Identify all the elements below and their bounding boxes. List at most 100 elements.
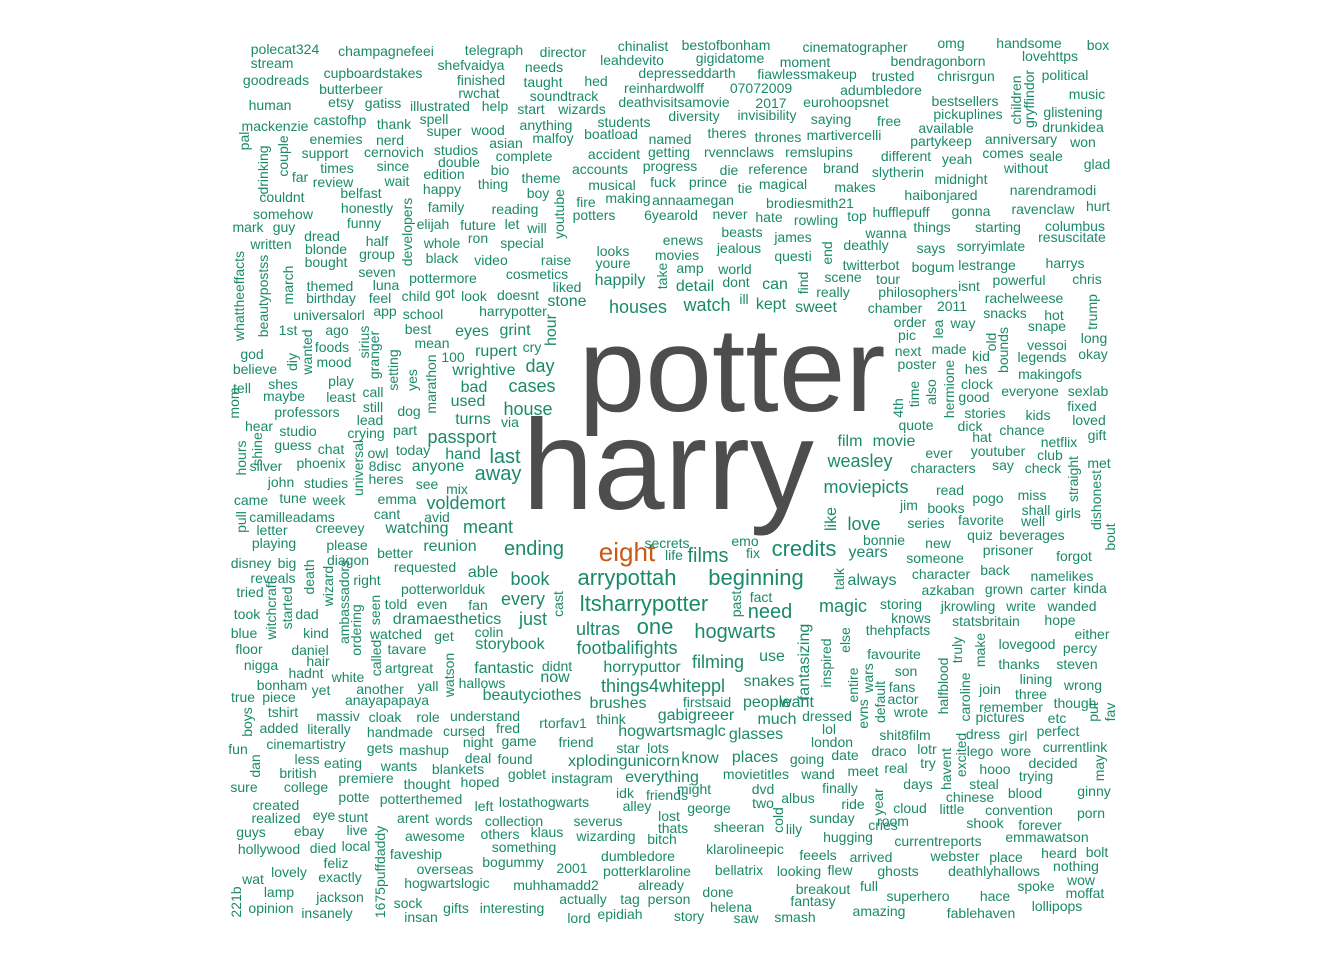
- word-though: though: [1053, 695, 1097, 711]
- word-potter: potter: [578, 303, 886, 437]
- word-less: less: [294, 751, 320, 767]
- word-happily: happily: [594, 272, 646, 289]
- word-asian: asian: [489, 135, 523, 151]
- word-hermione: hermione: [941, 359, 957, 419]
- word-help: help: [481, 98, 509, 114]
- word-collection: collection: [484, 813, 544, 829]
- word-child: child: [401, 288, 431, 304]
- word-sunday: sunday: [809, 810, 855, 826]
- word-check: check: [1024, 460, 1062, 476]
- word-deathlyhallows: deathlyhallows: [948, 863, 1040, 879]
- word-mashup: mashup: [399, 742, 449, 758]
- word-really: really: [816, 284, 850, 300]
- word-lord: lord: [567, 910, 591, 926]
- word-today: today: [395, 442, 431, 458]
- word-available: available: [918, 120, 974, 136]
- word-heard: heard: [1041, 845, 1077, 861]
- word-diagon: diagon: [326, 552, 370, 568]
- word-steven: steven: [1056, 656, 1098, 672]
- word-might: might: [676, 781, 712, 797]
- word-faveship: faveship: [389, 846, 443, 862]
- word-beasts: beasts: [721, 224, 763, 240]
- word-boys: boys: [239, 707, 255, 737]
- word-pull: pull: [233, 511, 249, 533]
- word-actually: actually: [559, 891, 607, 907]
- word-mackenzie: mackenzie: [241, 118, 309, 134]
- word-call: call: [362, 384, 384, 400]
- word-son: son: [894, 663, 918, 679]
- word-moviepicts: moviepicts: [823, 477, 909, 497]
- word-bogum: bogum: [911, 259, 955, 275]
- word-wrightive: wrightive: [452, 362, 516, 379]
- word-john: john: [267, 474, 295, 490]
- word-london: london: [810, 734, 854, 750]
- word-music: music: [1068, 86, 1106, 102]
- word-telegraph: telegraph: [464, 42, 524, 58]
- word-feel: feel: [368, 290, 392, 306]
- word-fred: fred: [495, 720, 521, 736]
- word-passport: passport: [427, 427, 497, 447]
- word-moment: moment: [779, 54, 831, 70]
- word-future: future: [460, 217, 496, 233]
- word-ltsharrypotter: ltsharrypotter: [579, 591, 709, 616]
- word-another: another: [356, 681, 404, 697]
- word-says: says: [916, 240, 946, 256]
- word-sock: sock: [393, 895, 423, 911]
- word-excited: excited: [953, 732, 969, 778]
- word-kid: kid: [972, 348, 990, 364]
- word-shall: shall: [1021, 502, 1051, 518]
- word-full: full: [860, 878, 878, 894]
- word-credits: credits: [771, 536, 837, 561]
- word-bellatrix: bellatrix: [714, 862, 764, 878]
- word-pogo: pogo: [972, 490, 1004, 506]
- word-human: human: [248, 97, 292, 113]
- word-cursed: cursed: [442, 723, 486, 739]
- word-hufflepuff: hufflepuff: [872, 204, 930, 220]
- word-characters: characters: [910, 460, 976, 476]
- word-stone: stone: [547, 293, 587, 310]
- word-alley: alley: [622, 798, 652, 814]
- word-midnight: midnight: [934, 171, 988, 187]
- word-floor: floor: [235, 641, 263, 657]
- word-death: death: [301, 559, 317, 595]
- word-came: came: [233, 492, 269, 508]
- word-sexlab: sexlab: [1067, 383, 1109, 399]
- word-took: took: [233, 606, 261, 622]
- word-ginny: ginny: [1077, 783, 1111, 799]
- word-guess: guess: [274, 437, 312, 453]
- word-hooo: hooo: [979, 761, 1011, 777]
- word-looking: looking: [776, 863, 822, 879]
- word-clock: clock: [961, 376, 993, 392]
- word-support: support: [301, 145, 349, 161]
- word-amazing: amazing: [852, 903, 906, 919]
- word-crying: crying: [347, 425, 385, 441]
- word-past: past: [728, 590, 744, 618]
- word-dick: dick: [957, 418, 983, 434]
- word-nothing: nothing: [1053, 858, 1099, 874]
- word-arrived: arrived: [849, 849, 893, 865]
- word-back: back: [980, 562, 1010, 578]
- word-ultras: ultras: [575, 619, 621, 639]
- word-narendramodi: narendramodi: [1009, 182, 1097, 198]
- word-hand: hand: [445, 446, 481, 463]
- word-never: never: [712, 206, 748, 222]
- word-youtube: youtube: [551, 189, 567, 239]
- word-insanely: insanely: [301, 905, 353, 921]
- word-video: video: [474, 252, 508, 268]
- word-musical: musical: [588, 177, 636, 193]
- word-star: star: [616, 740, 640, 756]
- word-pic: pic: [898, 327, 916, 343]
- word-ron: ron: [467, 230, 489, 246]
- word-seen: seen: [367, 594, 383, 626]
- word-family: family: [427, 199, 465, 215]
- word-ordering: ordering: [348, 604, 364, 656]
- word-hot: hot: [1044, 307, 1064, 323]
- word-wanna: wanna: [865, 225, 907, 241]
- word-wow: wow: [1066, 872, 1096, 888]
- word-harrys: harrys: [1045, 255, 1085, 271]
- word-love: love: [847, 514, 881, 534]
- word-nigga: nigga: [243, 657, 279, 673]
- word-brushes: brushes: [589, 695, 647, 712]
- word-lea: lea: [930, 319, 946, 339]
- word-even: even: [416, 596, 448, 612]
